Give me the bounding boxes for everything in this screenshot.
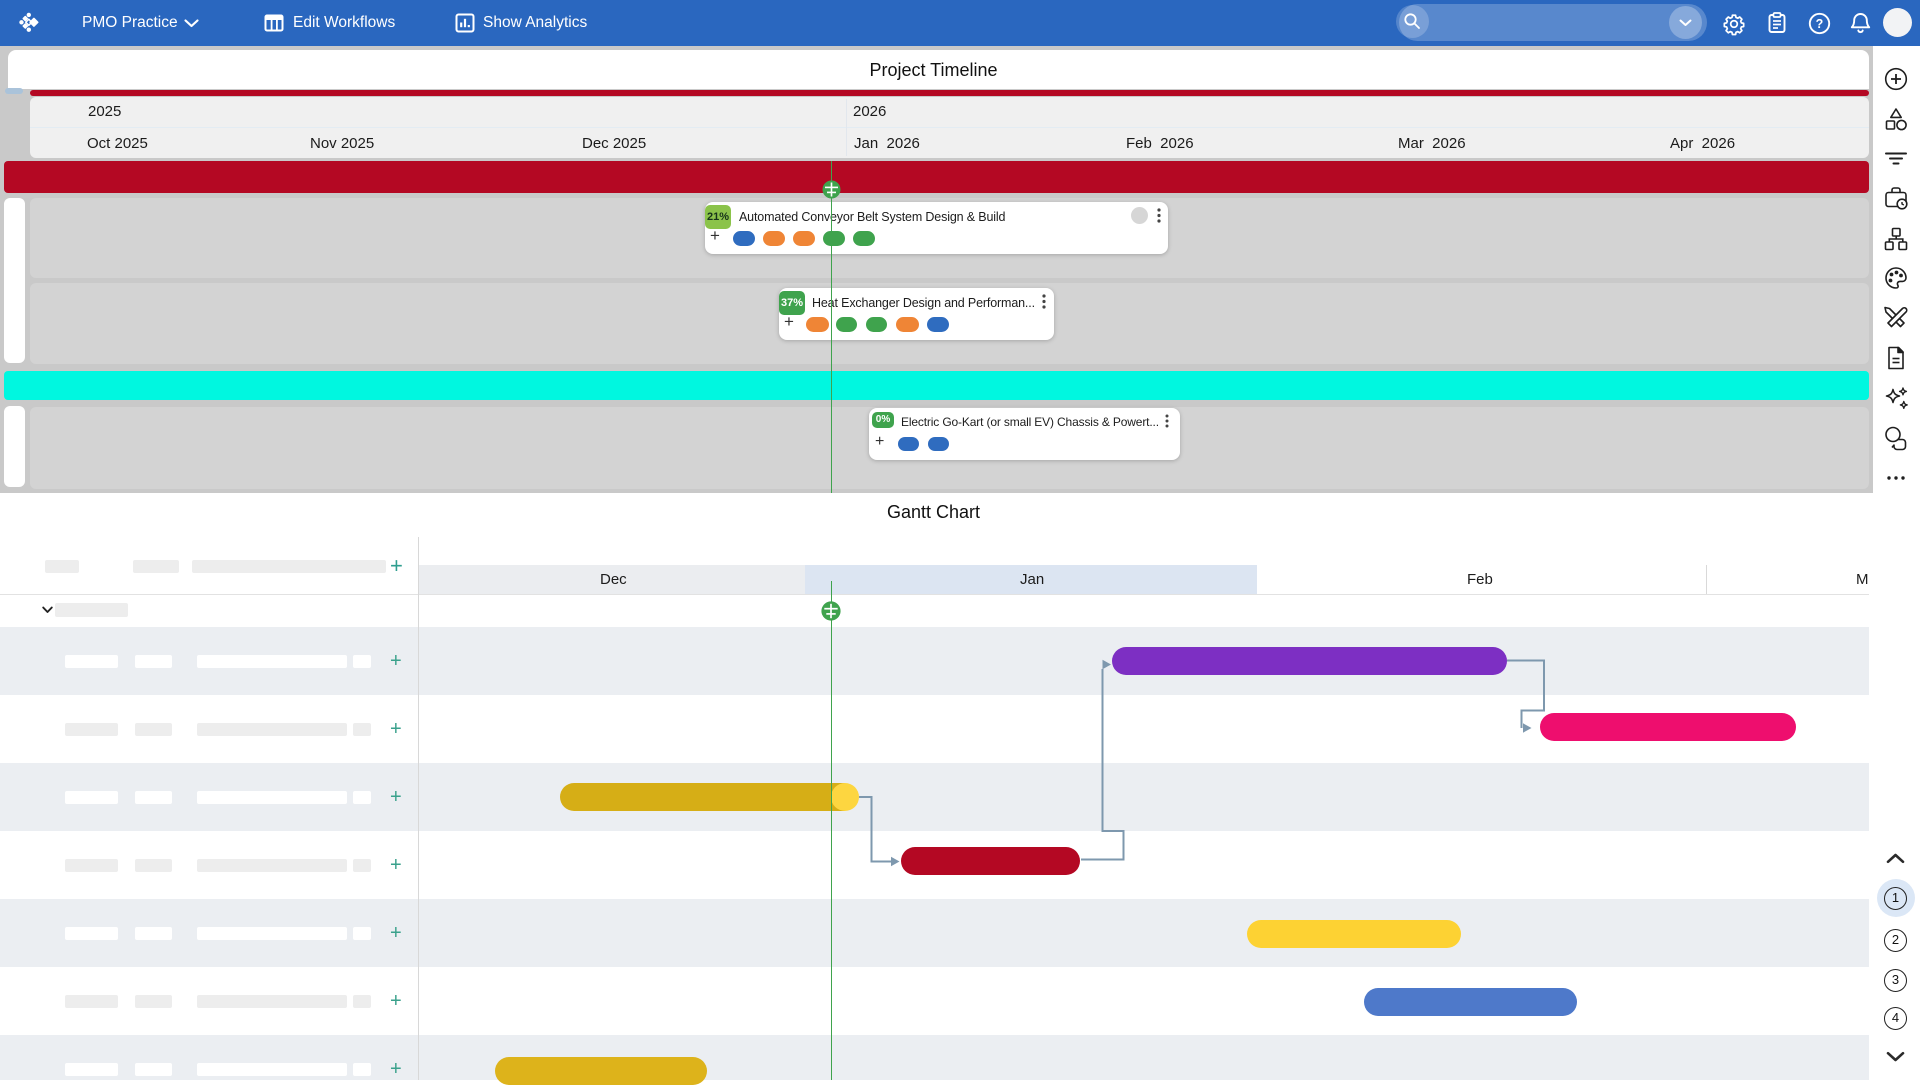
svg-text:?: ? [1816, 17, 1824, 31]
